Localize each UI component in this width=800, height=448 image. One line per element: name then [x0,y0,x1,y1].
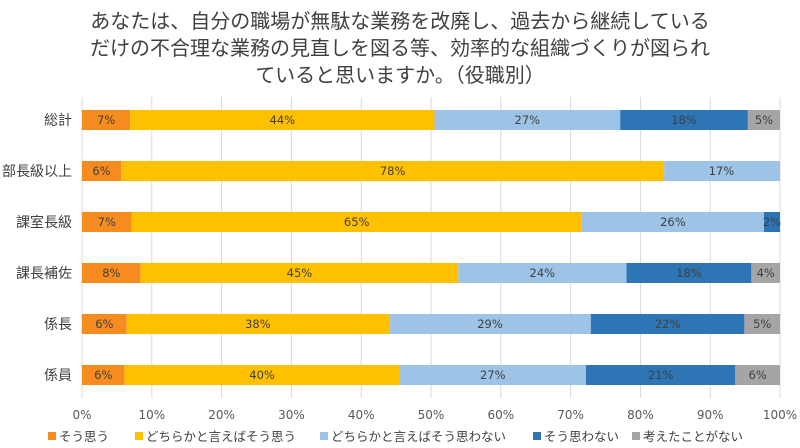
bar-segment [735,365,780,385]
x-tick-label: 0% [72,408,91,422]
x-tick-label: 40% [348,408,375,422]
chart-title-line-2: ていると思いますか。（役職別） [255,63,545,87]
chart-title: あなたは、自分の職場が無駄な業務を改廃し、過去から継続しているだけの不合理な業務… [90,9,710,87]
legend-label: 考えたことがない [643,429,743,444]
data-label: 6% [94,368,112,382]
data-label: 45% [287,266,313,280]
bars: 7% 44% 27% 18% 5% 6% 78% 7% 65% 26% 2% 8% 45% 24% 18% 4… [82,110,781,385]
bar-segment [124,365,400,385]
bar-segment [389,314,591,334]
data-label: 40% [249,368,275,382]
x-tick-label: 50% [418,408,445,422]
data-label: 21% [648,368,674,382]
bar-segment [82,263,141,283]
bar-segment [620,110,748,130]
x-tick-label: 90% [697,408,724,422]
data-label: 38% [245,317,271,331]
bar-segment [747,110,780,130]
bar-segment [130,110,435,130]
chart-title-line-1: だけの不合理な業務の見直しを図る等、効率的な組織づくりが図られ [90,36,710,60]
chart-title-line-0: あなたは、自分の職場が無駄な業務を改廃し、過去から継続している [90,9,709,33]
data-label: 2% [763,215,781,229]
data-label: 18% [671,113,697,127]
data-label: 8% [102,266,120,280]
data-label: 65% [344,215,370,229]
data-label: 6% [749,368,767,382]
legend-label: どちらかと言えばそう思う [146,429,296,444]
data-label: 6% [92,164,110,178]
data-label: 78% [380,164,406,178]
data-label: 24% [530,266,556,280]
x-tick-label: 60% [487,408,514,422]
legend-label: そう思う [59,429,109,444]
bar-segment [664,161,780,181]
x-tick-labels: 0% 10% 20% 30% 40% 50% 60% 70% 80% 90% 100% [72,408,797,422]
data-label: 29% [477,317,503,331]
legend-swatch [533,432,541,440]
bar-segment [751,263,780,283]
data-label: 27% [515,113,541,127]
bar-segment [626,263,752,283]
x-tick-label: 100% [763,408,797,422]
bar-segment [399,365,586,385]
x-tick-label: 20% [208,408,235,422]
legend-label: そう思わない [544,429,619,444]
bar-segment [585,365,736,385]
bar-segment [581,212,764,232]
bar-segment [744,314,780,334]
bar-segment [82,212,132,232]
bar-segment [590,314,745,334]
bar-segment [82,365,125,385]
data-label: 5% [753,317,771,331]
x-tick-label: 10% [138,408,165,422]
bar-segment [763,212,780,232]
bar-segment [140,263,459,283]
bar-segment [82,110,131,130]
x-tick-label: 30% [278,408,305,422]
category-label: 総計 [44,113,72,129]
bar-segment [434,110,621,130]
gridlines [81,97,781,398]
data-label: 4% [757,266,775,280]
data-label: 17% [709,164,735,178]
data-label: 26% [660,215,686,229]
bar-segment [458,263,627,283]
legend-swatch [632,432,640,440]
category-label: 係員 [44,368,72,384]
legend-swatch [320,432,328,440]
category-label: 課長補佐 [16,266,72,282]
legend-swatch [48,432,56,440]
data-label: 44% [270,113,296,127]
legend: そう思う どちらかと言えばそう思う どちらかと言えばそう思わない そう思わない 考えたこ… [48,429,743,444]
data-label: 27% [480,368,506,382]
data-label: 7% [98,215,116,229]
category-label: 部長級以上 [2,164,72,180]
bar-segment [82,314,127,334]
legend-swatch [135,432,143,440]
data-label: 22% [655,317,681,331]
x-tick-label: 80% [627,408,654,422]
data-label: 18% [676,266,702,280]
data-label: 5% [755,113,773,127]
data-label: 6% [95,317,113,331]
legend-label: どちらかと言えばそう思わない [331,429,506,444]
bar-segment [121,161,665,181]
category-label: 課室長級 [16,214,72,231]
category-label: 係長 [44,317,72,333]
data-label: 7% [97,113,115,127]
bar-segment [131,212,582,232]
bar-segment [82,161,122,181]
x-tick-label: 70% [557,408,584,422]
bar-segment [126,314,390,334]
